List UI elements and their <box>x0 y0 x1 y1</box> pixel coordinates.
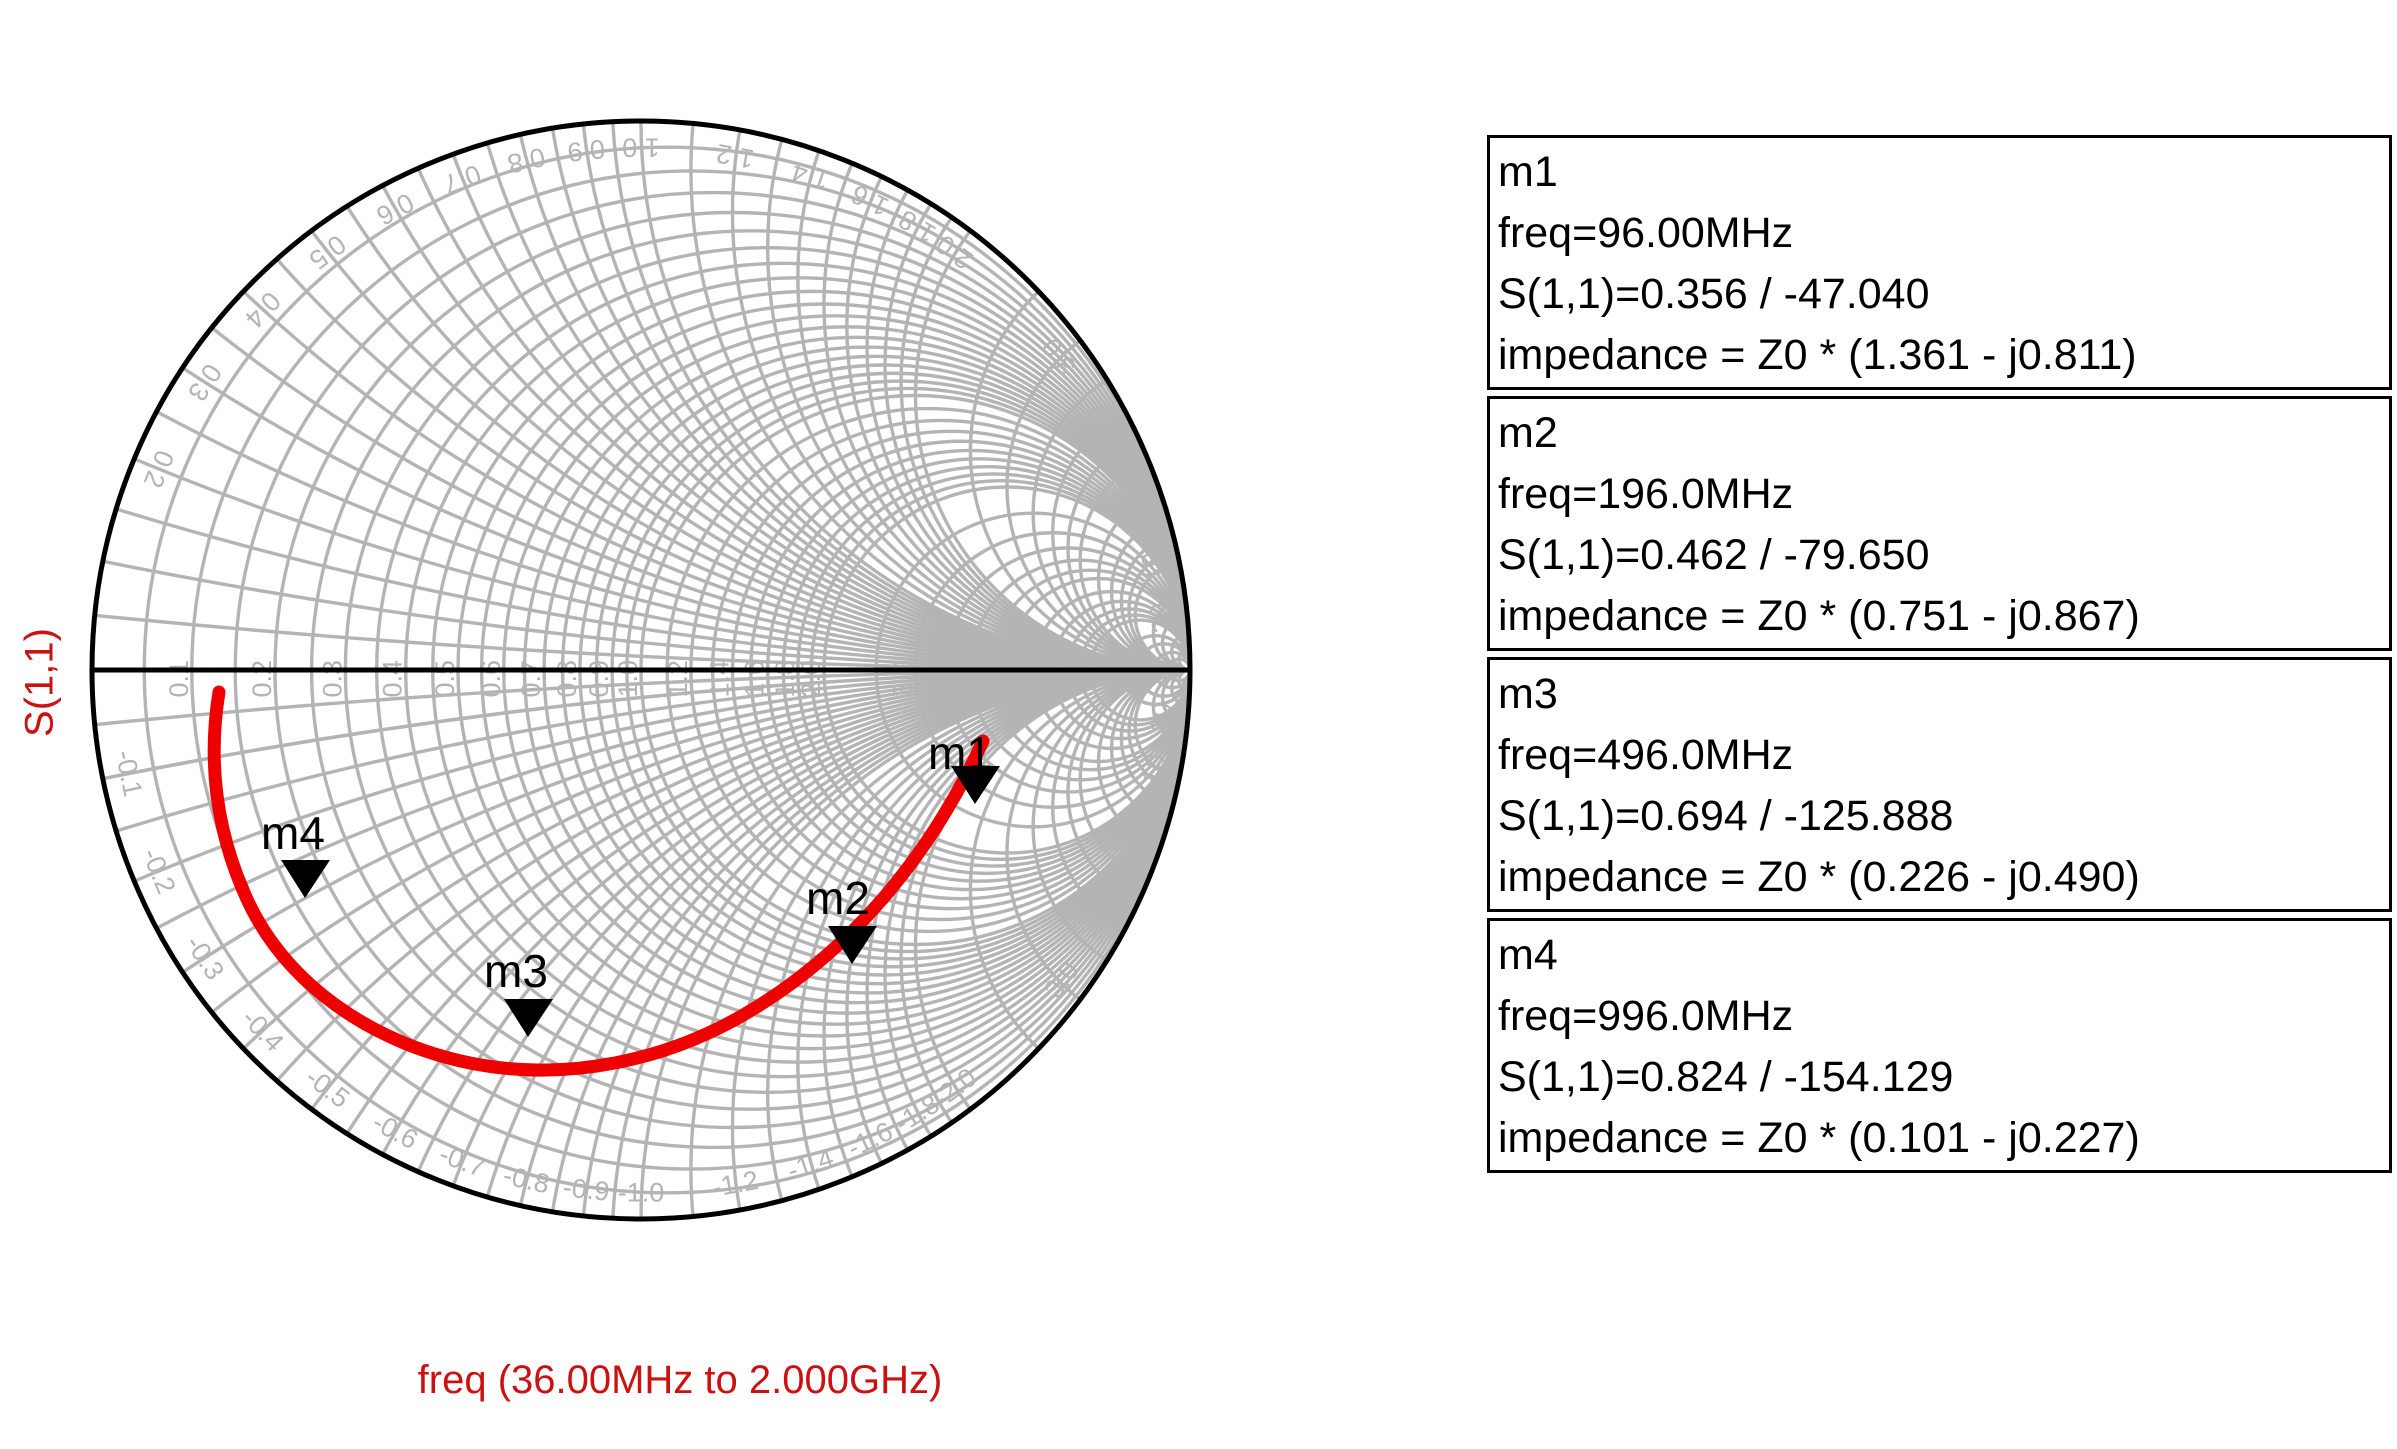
marker-freq-m1: freq=96.00MHz <box>1498 209 1794 257</box>
marker-name-m1: m1 <box>1498 148 1558 196</box>
marker-impedance-m2: impedance = Z0 * (0.751 - j0.867) <box>1498 592 2140 640</box>
svg-text:1.2: 1.2 <box>714 138 756 174</box>
y-axis-title: S(1,1) <box>17 628 62 737</box>
svg-text:0.5: 0.5 <box>304 229 352 276</box>
marker-name-m4: m4 <box>1498 931 1558 979</box>
svg-text:2.0: 2.0 <box>796 660 826 698</box>
svg-text:0.8: 0.8 <box>505 142 548 180</box>
svg-text:1.6: 1.6 <box>740 660 770 698</box>
marker-impedance-m1: impedance = Z0 * (1.361 - j0.811) <box>1498 331 2137 379</box>
svg-text:10: 10 <box>1135 549 1170 584</box>
marker-label-m3[interactable]: m3 <box>484 945 548 997</box>
marker-box-m4[interactable]: m4 freq=996.0MHz S(1,1)=0.824 / -154.129… <box>1487 918 2392 1173</box>
marker-freq-m2: freq=196.0MHz <box>1498 470 1794 518</box>
svg-text:0.7: 0.7 <box>439 159 485 200</box>
svg-text:20: 20 <box>1144 601 1177 634</box>
svg-text:1.0: 1.0 <box>613 660 643 698</box>
svg-text:1.4: 1.4 <box>705 660 735 698</box>
marker-label-m4[interactable]: m4 <box>261 807 325 859</box>
marker-box-m1[interactable]: m1 freq=96.00MHz S(1,1)=0.356 / -47.040 … <box>1487 135 2392 390</box>
svg-text:1.2: 1.2 <box>663 660 693 698</box>
marker-s11-m4: S(1,1)=0.824 / -154.129 <box>1498 1053 1954 1101</box>
s11-trace <box>207 685 990 1077</box>
marker-triangle-m2[interactable] <box>828 926 877 964</box>
marker-freq-m3: freq=496.0MHz <box>1498 731 1794 779</box>
svg-text:-1.6: -1.6 <box>842 1116 897 1163</box>
svg-text:0.2: 0.2 <box>247 660 277 698</box>
x-axis-title: freq (36.00MHz to 2.000GHz) <box>417 1358 943 1402</box>
svg-text:-1.0: -1.0 <box>618 1177 665 1207</box>
marker-triangles <box>281 766 1000 1037</box>
svg-text:0.1: 0.1 <box>164 660 194 698</box>
svg-text:20: 20 <box>1110 660 1140 690</box>
svg-text:-0.1: -0.1 <box>110 748 149 800</box>
marker-impedance-m3: impedance = Z0 * (0.226 - j0.490) <box>1498 853 2140 901</box>
marker-triangle-m3[interactable] <box>504 999 553 1037</box>
marker-triangle-m4[interactable] <box>281 860 330 898</box>
marker-name-m3: m3 <box>1498 670 1558 718</box>
svg-text:-0.7: -0.7 <box>435 1139 489 1183</box>
marker-s11-m2: S(1,1)=0.462 / -79.650 <box>1498 531 1930 579</box>
marker-readout-panel: m1 freq=96.00MHz S(1,1)=0.356 / -47.040 … <box>1487 135 2392 1179</box>
svg-text:-1.4: -1.4 <box>784 1142 838 1185</box>
svg-text:0.9: 0.9 <box>566 134 606 168</box>
svg-text:0.6: 0.6 <box>372 187 419 231</box>
marker-s11-m3: S(1,1)=0.694 / -125.888 <box>1498 792 1954 840</box>
smith-chart-plot: 0.1 0.2 0.3 0.4 0.5 0.6 0.7 0.8 0.9 1.0 1.2 1.4 1.6 1… <box>17 118 1193 1402</box>
svg-text:0.6: 0.6 <box>476 660 506 698</box>
svg-text:1.8: 1.8 <box>770 660 800 698</box>
svg-text:0.9: 0.9 <box>584 660 614 698</box>
svg-text:1.8: 1.8 <box>893 204 941 249</box>
svg-text:5.0: 5.0 <box>979 660 1009 698</box>
svg-text:-20: -20 <box>1144 701 1178 743</box>
marker-impedance-m4: impedance = Z0 * (0.101 - j0.227) <box>1498 1114 2140 1162</box>
svg-text:4.0: 4.0 <box>942 660 972 698</box>
marker-name-m2: m2 <box>1498 409 1558 457</box>
marker-freq-m4: freq=996.0MHz <box>1498 992 1794 1040</box>
svg-text:1.0: 1.0 <box>622 133 660 163</box>
svg-text:-0.2: -0.2 <box>136 844 182 898</box>
marker-s11-m1: S(1,1)=0.356 / -47.040 <box>1498 270 1930 318</box>
svg-text:0.8: 0.8 <box>552 660 582 698</box>
svg-text:-0.8: -0.8 <box>500 1160 552 1199</box>
marker-triangle-m1[interactable] <box>951 766 1000 804</box>
svg-text:0.4: 0.4 <box>378 660 408 698</box>
marker-label-m1[interactable]: m1 <box>928 727 992 779</box>
svg-text:0.2: 0.2 <box>138 446 180 492</box>
svg-text:0.7: 0.7 <box>516 660 546 698</box>
svg-text:0.5: 0.5 <box>430 660 460 698</box>
svg-text:10: 10 <box>1062 660 1092 690</box>
svg-text:3.0: 3.0 <box>888 660 918 698</box>
marker-box-m2[interactable]: m2 freq=196.0MHz S(1,1)=0.462 / -79.650 … <box>1487 396 2392 651</box>
svg-text:0.3: 0.3 <box>317 660 347 698</box>
marker-box-m3[interactable]: m3 freq=496.0MHz S(1,1)=0.694 / -125.888… <box>1487 657 2392 912</box>
smith-chart-canvas: 0.1 0.2 0.3 0.4 0.5 0.6 0.7 0.8 0.91.0 1.2 1.4 1.6 1… <box>89 118 1193 1222</box>
svg-text:-0.9: -0.9 <box>561 1172 610 1207</box>
svg-text:-1.2: -1.2 <box>710 1165 761 1203</box>
marker-label-m2[interactable]: m2 <box>806 872 870 924</box>
